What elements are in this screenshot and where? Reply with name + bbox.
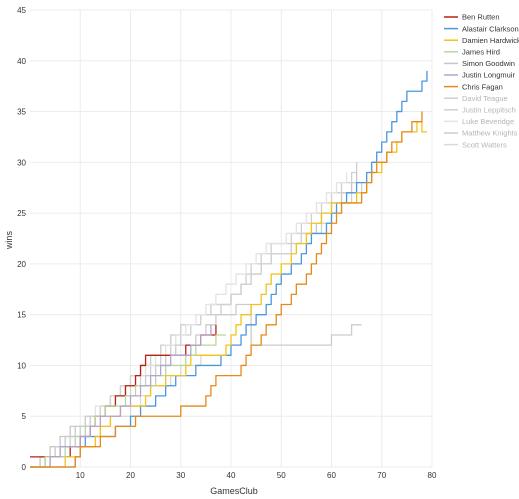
x-tick-label: 80	[428, 471, 437, 480]
legend-label: Justin Leppitsch	[462, 106, 516, 115]
legend-label: David Teague	[462, 94, 508, 103]
legend-label: Damien Hardwick	[462, 36, 519, 45]
series-line-justin-longmuir	[30, 324, 212, 468]
x-tick-label: 30	[176, 471, 185, 480]
x-tick-label: 60	[327, 471, 336, 480]
x-tick-label: 40	[227, 471, 236, 480]
y-tick-label: 5	[22, 412, 27, 421]
series-line-matthew-knights	[30, 303, 362, 468]
y-tick-label: 0	[22, 463, 27, 472]
legend-label: James Hird	[462, 48, 500, 57]
y-axis-title: wins	[4, 231, 14, 251]
y-tick-label: 20	[17, 260, 26, 269]
legend-label: Matthew Knights	[462, 129, 518, 138]
legend-label: Alastair Clarkson	[462, 24, 519, 33]
grid	[30, 9, 433, 468]
x-tick-label: 10	[76, 471, 85, 480]
y-tick-label: 10	[17, 361, 26, 370]
legend-label: Ben Rutten	[462, 13, 500, 22]
x-tick-label: 50	[277, 471, 286, 480]
legend-label: Simon Goodwin	[462, 59, 515, 68]
y-tick-label: 40	[17, 57, 26, 66]
series-line-ben-rutten	[30, 324, 217, 458]
series-line-chris-fagan	[30, 111, 423, 468]
axes: 0 5 10 15 20 25 30 35 40 45 10 20 30 40 50 60 70 80	[17, 6, 437, 480]
y-tick-label: 45	[17, 6, 26, 15]
x-tick-label: 70	[377, 471, 386, 480]
legend-label: Scott Watters	[462, 140, 507, 149]
series-line-alastair-clarkson	[30, 70, 428, 468]
series-lines	[30, 70, 428, 468]
y-tick-label: 25	[17, 209, 26, 218]
x-tick-label: 20	[126, 471, 135, 480]
legend-label: Chris Fagan	[462, 82, 503, 91]
y-tick-label: 35	[17, 108, 26, 117]
series-line-simon-goodwin	[30, 172, 358, 468]
series-line-luke-beveridge	[30, 172, 348, 468]
x-axis-title: GamesClub	[210, 486, 258, 496]
legend: Ben Rutten Alastair Clarkson Damien Hardwi…	[444, 13, 519, 149]
series-line-damien-hardwick	[30, 121, 427, 468]
y-tick-label: 30	[17, 158, 26, 167]
legend-label: Luke Beveridge	[462, 117, 514, 126]
legend-label: Justin Longmuir	[462, 71, 515, 80]
y-tick-label: 15	[17, 311, 26, 320]
